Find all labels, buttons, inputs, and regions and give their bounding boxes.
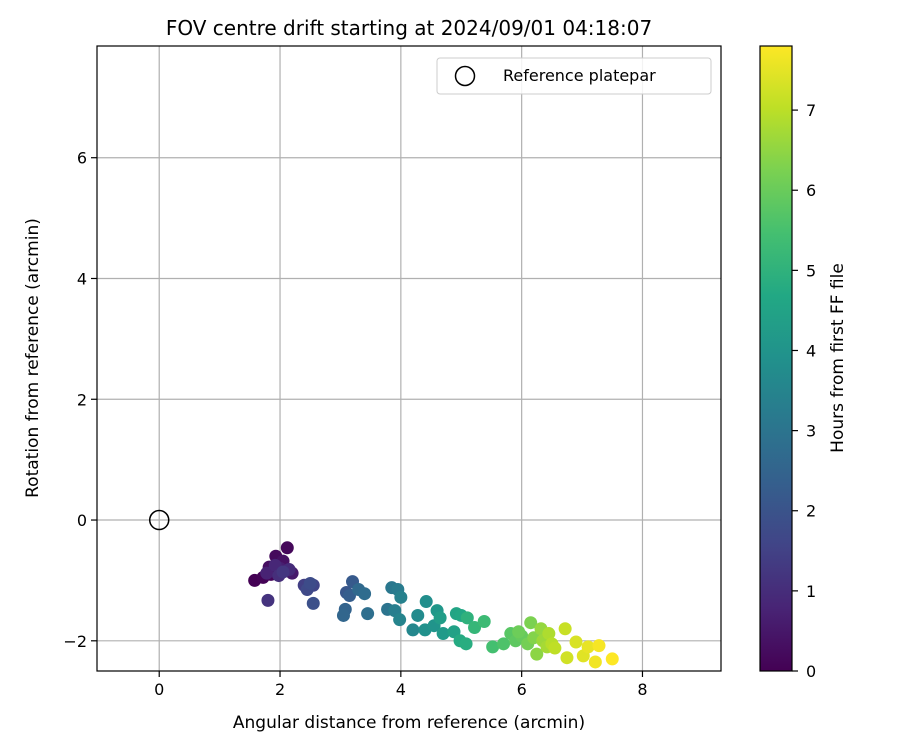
x-tick-label: 8	[637, 680, 647, 699]
data-point	[592, 639, 606, 653]
data-point	[411, 608, 425, 622]
colorbar-gradient	[759, 45, 793, 672]
x-tick-label: 6	[517, 680, 527, 699]
data-point	[260, 566, 274, 580]
data-point	[361, 607, 375, 621]
legend-label: Reference platepar	[503, 66, 656, 85]
data-point	[569, 635, 583, 649]
x-axis-ticks: 0 2 4 6 8	[154, 671, 648, 699]
data-point	[512, 625, 526, 639]
y-axis-label: Rotation from reference (arcmin)	[23, 218, 43, 498]
reference-marker	[148, 509, 170, 531]
data-point	[588, 655, 602, 669]
chart-title: FOV centre drift starting at 2024/09/01 …	[166, 16, 652, 40]
colorbar-tick-label: 2	[806, 502, 816, 521]
legend: Reference platepar	[436, 57, 712, 95]
x-tick-label: 4	[396, 680, 406, 699]
y-axis-ticks: −2 0 2 4 6	[63, 149, 97, 651]
grid-lines	[97, 46, 721, 671]
data-point	[605, 652, 619, 666]
colorbar-tick-label: 5	[806, 261, 816, 280]
data-point	[459, 637, 473, 651]
data-point	[486, 640, 500, 654]
plot-frame	[96, 45, 722, 672]
data-point	[393, 613, 407, 627]
colorbar-label: Hours from first FF file	[828, 263, 848, 453]
data-point	[394, 590, 408, 604]
data-point	[306, 596, 320, 610]
data-point	[558, 622, 572, 636]
x-tick-label: 0	[154, 680, 164, 699]
colorbar-tick-label: 4	[806, 341, 816, 360]
colorbar-tick-label: 7	[806, 101, 816, 120]
data-point	[406, 623, 420, 637]
colorbar-tick-label: 3	[806, 422, 816, 441]
colorbar: 0 1 2 3 4 5 6 7 Hours from first FF file	[759, 45, 848, 681]
legend-box	[436, 57, 712, 95]
data-point	[419, 595, 433, 609]
y-tick-label: 6	[77, 149, 87, 168]
y-tick-label: 4	[77, 269, 87, 288]
y-tick-label: 2	[77, 390, 87, 409]
data-point	[542, 627, 556, 641]
data-point	[358, 587, 372, 601]
scatter-points	[248, 541, 619, 669]
colorbar-tick-label: 6	[806, 181, 816, 200]
data-point	[433, 611, 447, 625]
data-point	[336, 608, 350, 622]
y-tick-label: 0	[77, 511, 87, 530]
data-point	[497, 637, 511, 651]
data-point	[436, 627, 450, 641]
data-point	[581, 640, 595, 654]
reference-platepar-marker	[148, 509, 170, 531]
data-point	[560, 651, 574, 665]
data-point	[276, 565, 290, 579]
data-point	[477, 614, 491, 628]
colorbar-tick-label: 0	[806, 662, 816, 681]
colorbar-ticks: 0 1 2 3 4 5 6 7	[792, 101, 816, 681]
data-point	[460, 611, 474, 625]
data-point	[303, 576, 317, 590]
data-point	[548, 641, 562, 655]
y-tick-label: −2	[63, 632, 87, 651]
data-point	[468, 621, 482, 635]
data-point	[280, 541, 294, 555]
colorbar-tick-label: 1	[806, 582, 816, 601]
legend-marker-icon	[454, 65, 476, 87]
x-axis-label: Angular distance from reference (arcmin)	[233, 713, 585, 733]
data-point	[524, 616, 538, 630]
data-point	[530, 647, 544, 661]
data-point	[261, 593, 275, 607]
x-tick-label: 2	[275, 680, 285, 699]
